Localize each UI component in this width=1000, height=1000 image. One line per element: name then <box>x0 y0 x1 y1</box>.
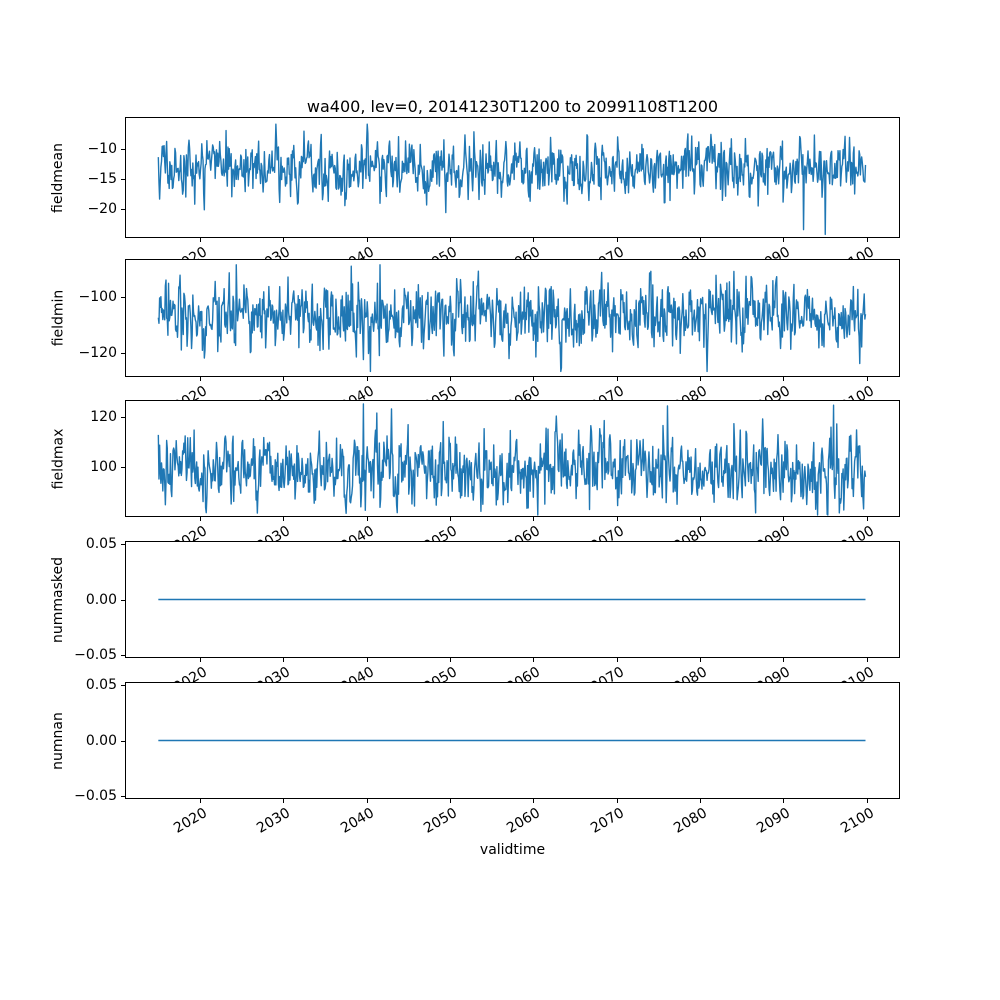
figure-title: wa400, lev=0, 20141230T1200 to 20991108T… <box>306 97 719 116</box>
y-tick-label: 0.00 <box>85 591 117 608</box>
y-tick-label: −10 <box>87 141 117 158</box>
subplot-nummasked <box>121 541 900 662</box>
y-tick-label: 120 <box>90 409 117 426</box>
y-tick-label: −120 <box>78 344 117 361</box>
subplot-fieldmax <box>121 400 900 521</box>
y-tick-label: −0.05 <box>74 787 117 804</box>
y-tick-label: −20 <box>87 200 117 217</box>
y-tick-label: −0.05 <box>74 646 117 663</box>
plot-frame <box>125 541 900 658</box>
y-tick-label: 0.00 <box>85 732 117 749</box>
y-tick-label: 100 <box>90 459 117 476</box>
x-axis-label: validtime <box>479 842 546 858</box>
subplot-fieldmin <box>121 259 900 381</box>
data-line-fieldmin <box>157 264 867 373</box>
y-tick-label: 0.05 <box>85 677 117 694</box>
plot-frame <box>125 400 900 517</box>
plot-area-background <box>125 117 900 238</box>
plot-frame <box>125 117 900 238</box>
y-tick-label: 0.05 <box>85 536 117 553</box>
subplot-fieldmean <box>121 117 900 242</box>
data-line-fieldmax <box>157 403 867 516</box>
y-tick-label: −15 <box>87 170 117 187</box>
plot-frame <box>125 259 900 377</box>
data-line-fieldmean <box>157 123 867 236</box>
subplot-numnan <box>121 682 900 803</box>
plot-frame <box>125 682 900 799</box>
y-tick-label: −100 <box>78 289 117 306</box>
